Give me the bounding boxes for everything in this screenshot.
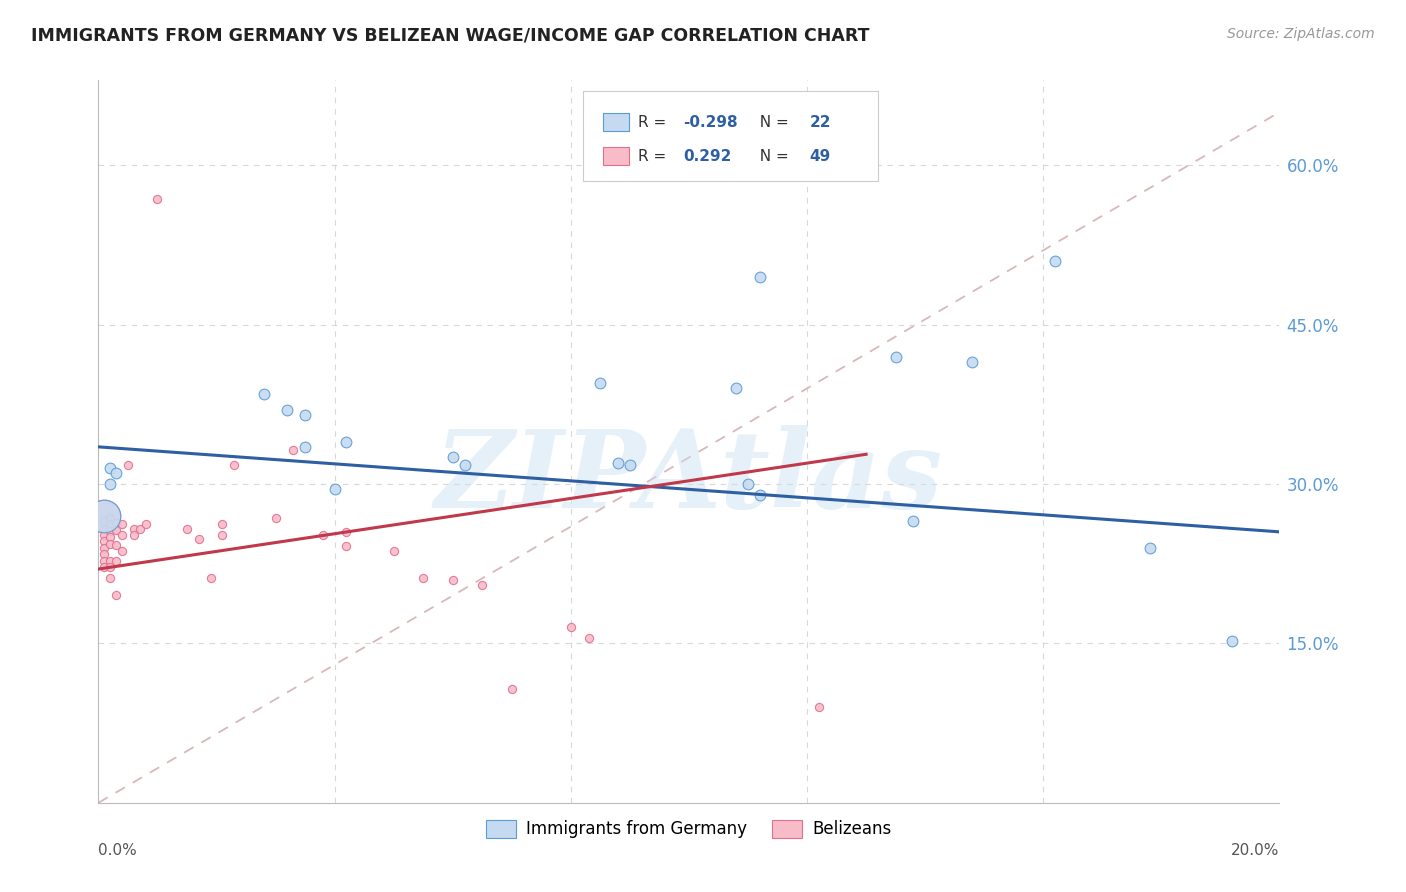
- Point: [211, 528, 233, 542]
- Point: [962, 355, 984, 369]
- Point: [211, 517, 233, 532]
- Point: [93, 508, 115, 523]
- Text: 0.0%: 0.0%: [98, 843, 138, 857]
- Text: 0.292: 0.292: [683, 149, 731, 163]
- FancyBboxPatch shape: [603, 113, 628, 131]
- Text: N =: N =: [751, 149, 794, 163]
- Point: [111, 517, 134, 532]
- Point: [98, 524, 121, 538]
- Point: [412, 570, 434, 584]
- Point: [560, 620, 582, 634]
- Point: [224, 458, 246, 472]
- Point: [98, 511, 121, 525]
- Point: [1043, 254, 1066, 268]
- Point: [884, 350, 907, 364]
- Point: [117, 458, 139, 472]
- Point: [294, 408, 316, 422]
- Point: [98, 517, 121, 532]
- Point: [93, 547, 115, 561]
- Point: [589, 376, 612, 390]
- Point: [578, 631, 600, 645]
- Point: [283, 443, 305, 458]
- Point: [1220, 634, 1243, 648]
- Point: [200, 570, 222, 584]
- Text: Source: ZipAtlas.com: Source: ZipAtlas.com: [1227, 27, 1375, 41]
- Text: IMMIGRANTS FROM GERMANY VS BELIZEAN WAGE/INCOME GAP CORRELATION CHART: IMMIGRANTS FROM GERMANY VS BELIZEAN WAGE…: [31, 27, 869, 45]
- Text: 22: 22: [810, 115, 831, 129]
- Point: [105, 467, 128, 481]
- Point: [471, 578, 494, 592]
- Text: R =: R =: [638, 115, 671, 129]
- Text: N =: N =: [751, 115, 794, 129]
- Point: [725, 381, 748, 395]
- Point: [105, 553, 128, 567]
- Point: [264, 511, 287, 525]
- Point: [105, 523, 128, 537]
- Point: [105, 538, 128, 552]
- Point: [93, 560, 115, 574]
- Point: [335, 434, 357, 449]
- Point: [111, 544, 134, 558]
- Point: [93, 508, 115, 523]
- Text: -0.298: -0.298: [683, 115, 738, 129]
- Text: ZIPAtlas: ZIPAtlas: [434, 425, 943, 531]
- Text: R =: R =: [638, 149, 676, 163]
- Point: [98, 560, 121, 574]
- Point: [93, 534, 115, 549]
- Point: [105, 516, 128, 531]
- Point: [122, 522, 145, 536]
- Point: [98, 461, 121, 475]
- Point: [93, 553, 115, 567]
- Point: [98, 477, 121, 491]
- Legend: Immigrants from Germany, Belizeans: Immigrants from Germany, Belizeans: [479, 813, 898, 845]
- Point: [98, 570, 121, 584]
- Point: [903, 514, 925, 528]
- Point: [382, 544, 405, 558]
- Point: [501, 682, 523, 697]
- Point: [146, 192, 169, 206]
- Point: [253, 386, 276, 401]
- Point: [93, 541, 115, 555]
- Point: [98, 536, 121, 550]
- FancyBboxPatch shape: [582, 91, 877, 181]
- Point: [748, 488, 770, 502]
- Text: 20.0%: 20.0%: [1232, 843, 1279, 857]
- Point: [98, 553, 121, 567]
- Point: [105, 588, 128, 602]
- Point: [453, 458, 475, 472]
- Point: [98, 530, 121, 544]
- Point: [441, 573, 464, 587]
- Point: [135, 517, 157, 532]
- Point: [323, 483, 346, 497]
- Point: [441, 450, 464, 465]
- Point: [807, 700, 830, 714]
- Point: [748, 269, 770, 284]
- Point: [607, 456, 630, 470]
- Point: [187, 533, 209, 547]
- Point: [122, 528, 145, 542]
- Point: [619, 458, 641, 472]
- Point: [312, 528, 335, 542]
- Point: [276, 402, 298, 417]
- Point: [737, 477, 759, 491]
- Point: [294, 440, 316, 454]
- FancyBboxPatch shape: [603, 147, 628, 165]
- Point: [335, 524, 357, 539]
- Point: [93, 528, 115, 542]
- Point: [1139, 541, 1161, 555]
- Point: [93, 522, 115, 536]
- Point: [176, 522, 198, 536]
- Point: [93, 514, 115, 528]
- Point: [335, 539, 357, 553]
- Point: [128, 522, 150, 536]
- Point: [111, 528, 134, 542]
- Text: 49: 49: [810, 149, 831, 163]
